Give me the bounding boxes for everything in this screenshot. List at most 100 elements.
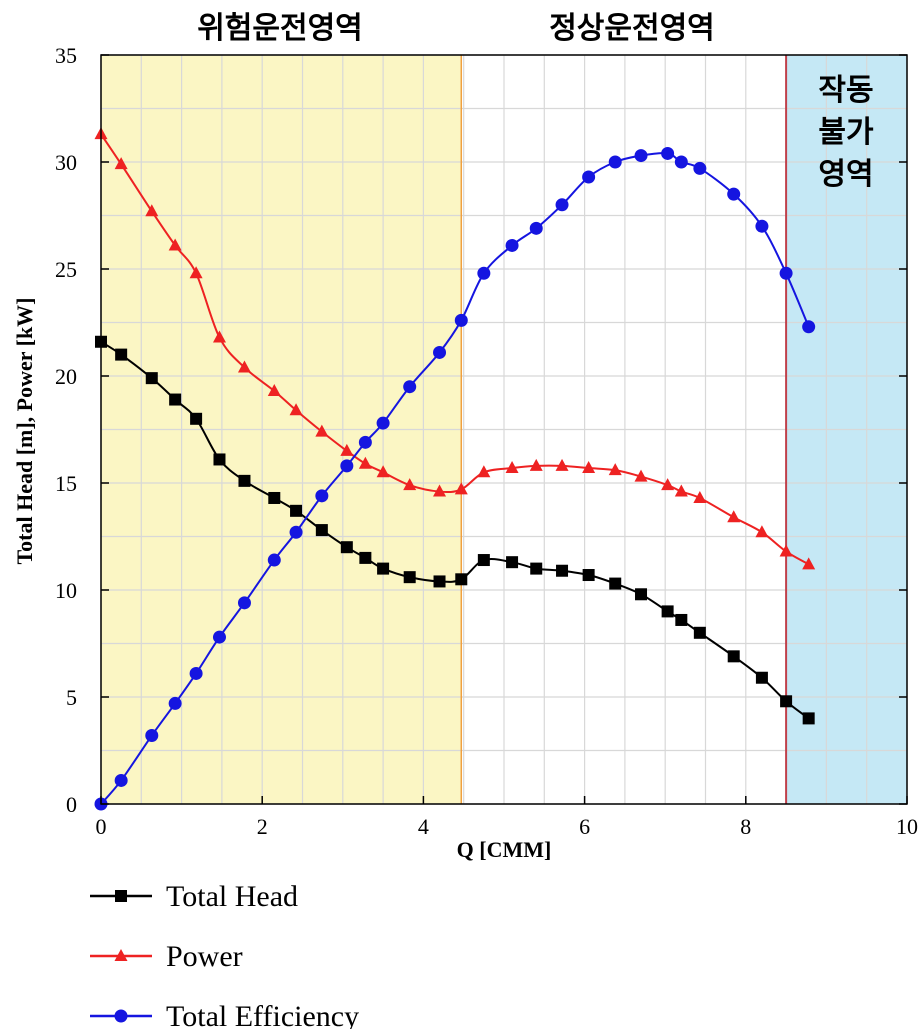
data-point-total-head: [530, 562, 543, 575]
data-point-total-head: [635, 588, 648, 601]
data-point-power: [168, 238, 182, 251]
data-point-total-head: [556, 564, 569, 577]
y-tick-label: 25: [55, 257, 77, 282]
data-point-total-efficiency: [340, 459, 354, 473]
data-point-power: [267, 383, 281, 396]
data-point-power: [674, 484, 688, 497]
data-point-power: [634, 469, 648, 482]
y-tick-label: 30: [55, 150, 77, 175]
data-point-total-head: [693, 626, 706, 639]
data-point-total-efficiency: [661, 146, 675, 160]
data-point-power: [779, 544, 793, 557]
data-point-power: [237, 360, 251, 373]
data-point-power: [661, 478, 675, 491]
region-label-inoperable-line-3: 영역: [818, 157, 873, 192]
data-point-total-efficiency: [608, 155, 622, 169]
y-tick-label: 10: [55, 578, 77, 603]
y-tick-label: 5: [66, 685, 77, 710]
data-point-power: [755, 525, 769, 538]
data-point-power: [454, 482, 468, 495]
data-point-total-efficiency: [433, 345, 447, 359]
data-point-total-head: [780, 695, 793, 708]
data-point-total-efficiency: [403, 380, 417, 394]
data-point-total-efficiency: [582, 170, 596, 184]
y-tick-label: 0: [66, 792, 77, 817]
x-tick-label: 4: [418, 814, 429, 839]
data-point-power: [477, 465, 491, 478]
data-point-power: [114, 157, 128, 170]
data-point-total-head: [290, 504, 303, 517]
data-point-total-head: [609, 577, 622, 590]
region-label-inoperable-line-2: 불가: [818, 115, 874, 150]
data-point-total-head: [727, 650, 740, 663]
data-point-total-efficiency: [727, 187, 741, 201]
y-axis-label: Total Head [m], Power [kW]: [12, 297, 37, 564]
x-tick-label: 8: [740, 814, 751, 839]
data-point-total-head: [238, 474, 251, 487]
data-point-total-head: [315, 524, 328, 537]
data-point-total-head: [213, 453, 226, 466]
data-point-total-head: [675, 613, 688, 626]
x-tick-label: 6: [579, 814, 590, 839]
data-point-power: [403, 478, 417, 491]
data-point-power: [802, 557, 816, 570]
data-point-total-head: [802, 712, 815, 725]
data-point-power: [693, 490, 707, 503]
data-point-total-head: [755, 671, 768, 684]
data-series: [94, 127, 816, 811]
data-point-power: [582, 461, 596, 474]
grid-lines: [100, 54, 908, 805]
data-point-total-efficiency: [674, 155, 688, 169]
plot-border: [100, 54, 908, 805]
data-point-power: [529, 458, 543, 471]
data-point-total-efficiency: [477, 266, 491, 280]
data-point-total-efficiency: [358, 435, 372, 449]
data-point-total-efficiency: [114, 773, 128, 787]
y-tick-label: 35: [55, 43, 77, 68]
data-point-total-efficiency: [755, 219, 769, 233]
data-point-total-efficiency: [779, 266, 793, 280]
data-point-total-efficiency: [376, 416, 390, 430]
data-point-power: [376, 465, 390, 478]
data-point-total-head: [661, 605, 674, 618]
region-label-inoperable-line-1: 작동: [818, 73, 873, 108]
legend-label-total-efficiency: Total Efficiency: [166, 1000, 359, 1029]
legend-marker-total-efficiency: [114, 1009, 128, 1023]
plot-frame: [100, 54, 908, 805]
data-point-power: [289, 403, 303, 416]
data-point-total-efficiency: [168, 696, 182, 710]
data-point-total-efficiency: [145, 729, 159, 743]
legend-marker-total-head: [115, 890, 127, 902]
data-point-total-efficiency: [289, 525, 303, 539]
data-point-total-head: [115, 348, 128, 361]
legend-label-power: Power: [166, 940, 243, 973]
y-tick-label: 20: [55, 364, 77, 389]
data-point-total-head: [582, 569, 595, 582]
data-point-power: [145, 204, 159, 217]
data-point-total-head: [506, 556, 519, 569]
legend: Total Head Power Total Efficiency: [90, 880, 359, 1029]
data-point-power: [315, 424, 329, 437]
region-label-normal: 정상운전영역: [549, 11, 715, 46]
data-point-total-efficiency: [315, 489, 329, 503]
data-point-power: [212, 330, 226, 343]
data-point-power: [608, 463, 622, 476]
region-label-danger: 위험운전영역: [197, 11, 363, 46]
x-axis-label: Q [CMM]: [457, 837, 552, 862]
data-point-total-efficiency: [555, 198, 569, 212]
data-point-total-head: [268, 491, 281, 504]
data-point-total-head: [359, 551, 372, 564]
data-point-total-efficiency: [693, 161, 707, 175]
x-tick-label: 10: [896, 814, 918, 839]
data-point-total-efficiency: [189, 666, 203, 680]
data-point-total-efficiency: [505, 238, 519, 252]
data-point-total-efficiency: [802, 320, 816, 334]
y-tick-label: 15: [55, 471, 77, 496]
data-point-total-head: [433, 575, 446, 588]
data-point-total-head: [403, 571, 416, 584]
legend-label-total-head: Total Head: [166, 880, 298, 913]
data-point-total-head: [145, 372, 158, 385]
data-point-total-efficiency: [454, 313, 468, 327]
legend-marker-power: [114, 949, 128, 961]
